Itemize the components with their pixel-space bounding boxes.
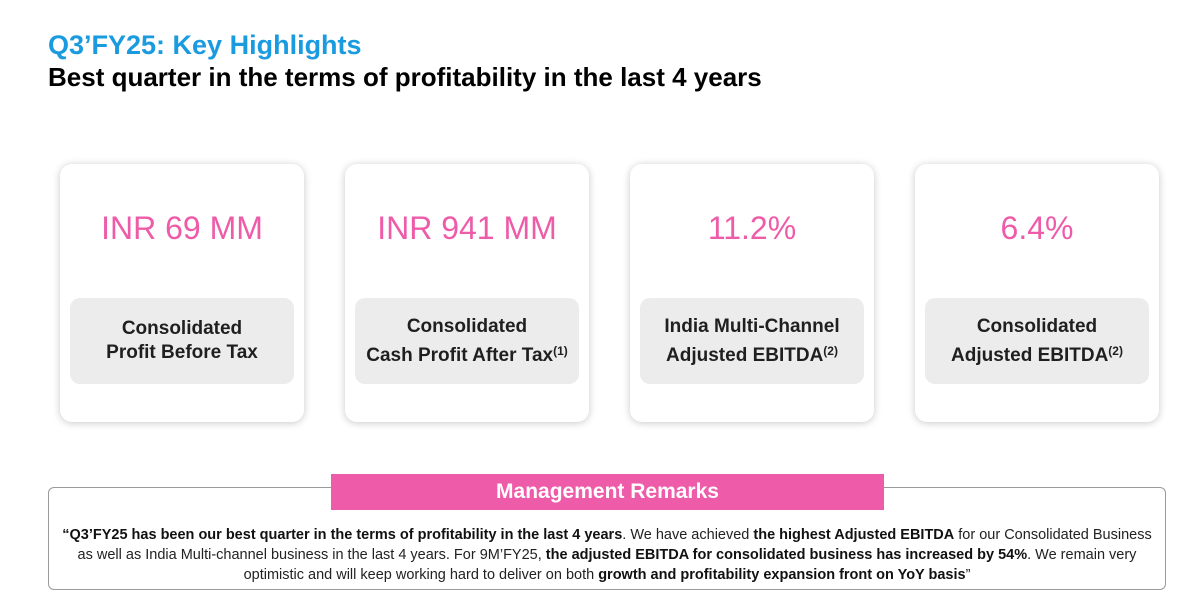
page-title: Q3’FY25: Key Highlights <box>48 30 362 60</box>
remarks-plain: for our Consolidated Business as well as… <box>77 527 1152 563</box>
kpi-label-text: Profit Before Tax <box>106 342 258 363</box>
remarks-bold: the adjusted EBITDA for consolidated bus… <box>545 547 1028 563</box>
kpi-value: INR 941 MM <box>377 210 557 246</box>
kpi-label-line1: India Multi-Channel <box>664 315 840 337</box>
kpi-label-line1: Consolidated <box>121 318 243 339</box>
kpi-label-box: Consolidated Adjusted EBITDA(2) <box>925 298 1149 384</box>
kpi-card-profit-before-tax: INR 69 MM Consolidated Profit Before Tax <box>60 164 304 422</box>
kpi-label-line1: Consolidated <box>406 315 528 337</box>
kpi-label-box: Consolidated Cash Profit After Tax(1) <box>355 298 579 384</box>
kpi-label-line1: Consolidated <box>976 315 1098 337</box>
remarks-bold: “Q3’FY25 has been our best quarter in th… <box>62 527 623 543</box>
kpi-label-text: Adjusted EBITDA <box>951 344 1109 366</box>
management-remarks-header: Management Remarks <box>331 474 884 510</box>
kpi-label-text: Cash Profit After Tax <box>366 344 554 366</box>
kpi-value: INR 69 MM <box>101 210 263 246</box>
kpi-label-line2: Cash Profit After Tax(1) <box>366 339 568 368</box>
remarks-plain: . We remain very optimistic and will kee… <box>243 547 1137 583</box>
remarks-plain: ” <box>965 567 971 583</box>
footnote-marker: (2) <box>823 343 838 358</box>
page-subtitle: Best quarter in the terms of profitabili… <box>48 62 762 92</box>
kpi-label-line2: Adjusted EBITDA(2) <box>666 339 838 368</box>
kpi-card-consolidated-ebitda: 6.4% Consolidated Adjusted EBITDA(2) <box>915 164 1159 422</box>
kpi-value: 6.4% <box>1000 210 1074 246</box>
kpi-label-box: India Multi-Channel Adjusted EBITDA(2) <box>640 298 864 384</box>
kpi-card-india-multichannel-ebitda: 11.2% India Multi-Channel Adjusted EBITD… <box>630 164 874 422</box>
footnote-marker: (2) <box>1108 343 1123 358</box>
remarks-plain: . We have achieved <box>622 527 754 543</box>
footnote-marker: (1) <box>553 343 568 358</box>
kpi-label-line2: Adjusted EBITDA(2) <box>951 339 1123 368</box>
remarks-bold: growth and profitability expansion front… <box>598 567 966 583</box>
kpi-label-text: Adjusted EBITDA <box>666 344 824 366</box>
kpi-label-box: Consolidated Profit Before Tax <box>70 298 294 384</box>
kpi-label-line2: Profit Before Tax <box>106 341 258 365</box>
kpi-card-cash-profit-after-tax: INR 941 MM Consolidated Cash Profit Afte… <box>345 164 589 422</box>
remarks-bold: the highest Adjusted EBITDA <box>753 527 955 543</box>
management-remarks-text: “Q3’FY25 has been our best quarter in th… <box>60 525 1154 585</box>
kpi-value: 11.2% <box>707 210 797 246</box>
